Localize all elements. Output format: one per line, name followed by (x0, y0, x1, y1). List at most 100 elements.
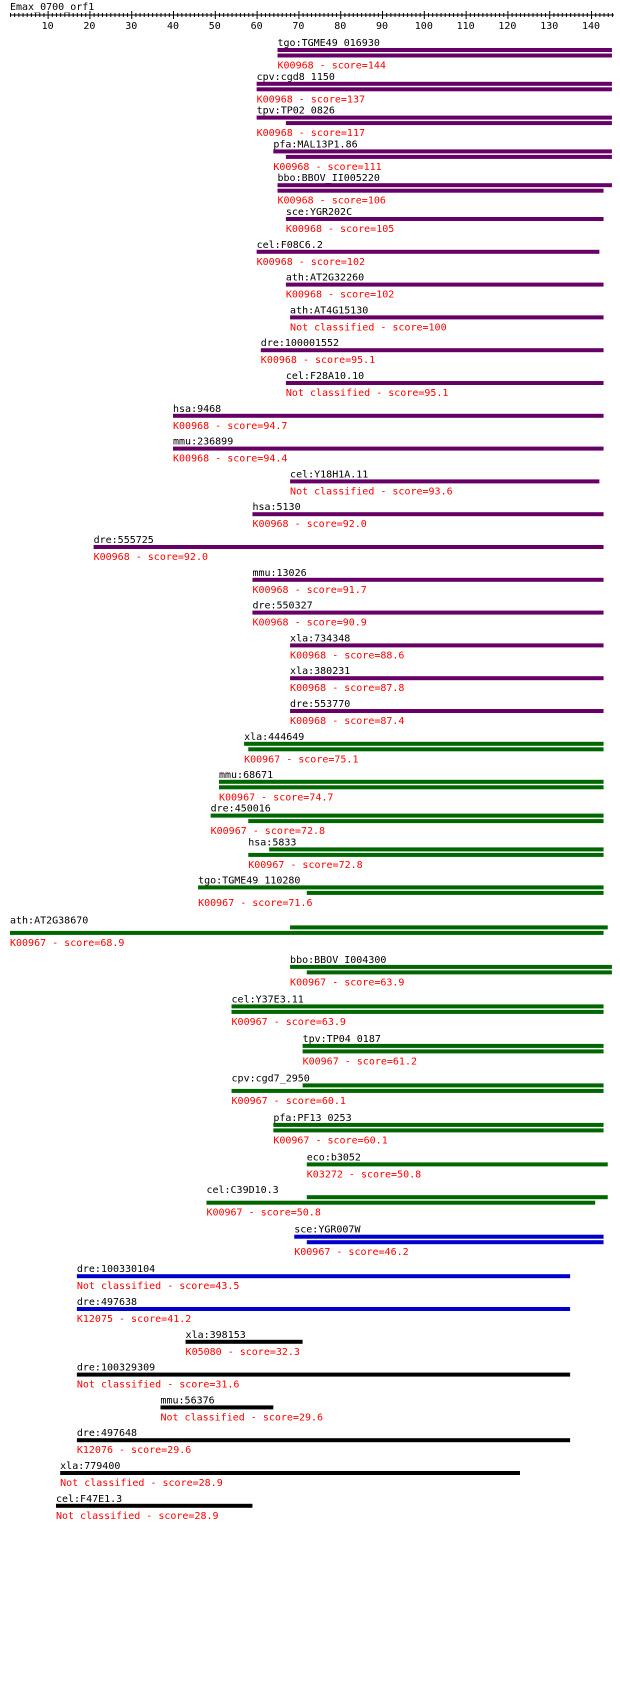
hit-entry[interactable]: mmu:56376 Not classified - score=29.6 (160, 1395, 323, 1423)
hit-gene-id[interactable]: dre:497648 (77, 1428, 137, 1439)
hit-entry[interactable]: xla:734348 K00968 - score=88.6 (290, 633, 604, 661)
hit-alignment-bar[interactable] (252, 610, 604, 615)
hit-alignment-bar[interactable] (231, 1004, 604, 1009)
hit-alignment-bar[interactable] (248, 852, 604, 857)
hit-gene-id[interactable]: cel:F47E1.3 (56, 1494, 122, 1505)
hit-entry[interactable]: dre:497638 K12075 - score=41.2 (76, 1297, 571, 1325)
hit-gene-id[interactable]: ath:AT4G15130 (290, 305, 368, 316)
hit-gene-id[interactable]: cel:Y18H1A.11 (290, 469, 368, 480)
hit-gene-id[interactable]: dre:100329309 (77, 1363, 155, 1374)
hit-ko-score[interactable]: Not classified - score=43.5 (77, 1281, 240, 1292)
hit-alignment-bar[interactable] (306, 1240, 604, 1245)
hit-entry[interactable]: cpv:cgd8_1150 K00968 - score=137 (256, 72, 612, 106)
hit-alignment-bar[interactable] (273, 149, 612, 154)
hit-alignment-bar[interactable] (306, 890, 604, 895)
hit-alignment-bar[interactable] (290, 676, 604, 681)
hit-alignment-bar[interactable] (219, 779, 604, 784)
hit-gene-id[interactable]: hsa:5833 (248, 837, 296, 848)
hit-ko-score[interactable]: Not classified - score=100 (290, 322, 447, 333)
hit-gene-id[interactable]: sce:YGR007W (294, 1225, 361, 1236)
hit-alignment-bar[interactable] (248, 747, 604, 752)
hit-gene-id[interactable]: pfa:PF13_0253 (273, 1113, 351, 1124)
hit-entry[interactable]: pfa:MAL13P1.86 K00968 - score=111 (273, 139, 612, 173)
hit-entry[interactable]: sce:YGR202C K00968 - score=105 (285, 207, 604, 235)
hit-entry[interactable]: mmu:68671 K00967 - score=74.7 (219, 770, 604, 804)
hit-entry[interactable]: cel:Y37E3.11 K00967 - score=63.9 (231, 994, 604, 1028)
hit-alignment-bar[interactable] (260, 348, 604, 353)
hit-alignment-bar[interactable] (256, 87, 612, 92)
hit-ko-score[interactable]: K00968 - score=144 (278, 61, 386, 72)
hit-entry[interactable]: xla:398153 K05080 - score=32.3 (185, 1330, 303, 1358)
hit-ko-score[interactable]: K00968 - score=102 (286, 290, 394, 301)
hit-alignment-bar[interactable] (160, 1405, 274, 1410)
hit-ko-score[interactable]: K12076 - score=29.6 (77, 1445, 191, 1456)
hit-entry[interactable]: tgo:TGME49_016930 K00968 - score=144 (277, 38, 612, 72)
hit-ko-score[interactable]: K00967 - score=71.6 (198, 898, 312, 909)
hit-gene-id[interactable]: bbo:BBOV_I004300 (290, 955, 386, 966)
hit-gene-id[interactable]: cpv:cgd8_1150 (257, 72, 335, 83)
hit-alignment-bar[interactable] (244, 741, 604, 746)
hit-gene-id[interactable]: dre:100330104 (77, 1264, 155, 1275)
hit-ko-score[interactable]: Not classified - score=28.9 (60, 1478, 223, 1489)
hit-alignment-bar[interactable] (185, 1339, 303, 1344)
hit-entry[interactable]: xla:444649 K00967 - score=75.1 (244, 732, 604, 766)
hit-ko-score[interactable]: K03272 - score=50.8 (307, 1169, 421, 1180)
hit-ko-score[interactable]: K00967 - score=63.9 (290, 977, 404, 988)
hit-ko-score[interactable]: K00968 - score=106 (278, 196, 386, 207)
hit-alignment-bar[interactable] (248, 819, 604, 824)
hit-alignment-bar[interactable] (277, 48, 612, 52)
hit-entry[interactable]: tgo:TGME49_110280 K00967 - score=71.6 (198, 875, 604, 909)
hit-ko-score[interactable]: K00968 - score=102 (257, 257, 365, 268)
hit-gene-id[interactable]: tgo:TGME49_016930 (278, 38, 380, 49)
hit-alignment-bar[interactable] (252, 512, 604, 517)
hit-alignment-bar[interactable] (219, 785, 604, 790)
hit-alignment-bar[interactable] (55, 1503, 253, 1508)
hit-alignment-bar[interactable] (173, 446, 604, 451)
hit-ko-score[interactable]: K00968 - score=92.0 (94, 552, 208, 563)
hit-alignment-bar[interactable] (210, 813, 604, 818)
hit-alignment-bar[interactable] (252, 577, 604, 582)
hit-entry[interactable]: dre:497648 K12076 - score=29.6 (76, 1428, 571, 1456)
hit-alignment-bar[interactable] (285, 381, 604, 385)
hit-alignment-bar[interactable] (76, 1438, 571, 1443)
hit-gene-id[interactable]: ath:AT2G38670 (10, 915, 88, 926)
hit-entry[interactable]: cpv:cgd7_2950 K00967 - score=60.1 (231, 1073, 604, 1107)
hit-gene-id[interactable]: cel:C39D10.3 (206, 1185, 278, 1196)
hit-alignment-bar[interactable] (256, 115, 612, 120)
hit-ko-score[interactable]: K00967 - score=72.8 (211, 826, 325, 837)
hit-alignment-bar[interactable] (285, 121, 612, 126)
hit-entry[interactable]: bbo:BBOV_II005220 K00968 - score=106 (277, 173, 612, 207)
hit-entry[interactable]: tpv:TP02_0826 K00968 - score=117 (256, 106, 612, 140)
hit-entry[interactable]: mmu:236899 K00968 - score=94.4 (173, 437, 604, 465)
hit-ko-score[interactable]: Not classified - score=95.1 (286, 388, 449, 399)
hit-alignment-bar[interactable] (269, 847, 604, 852)
hit-gene-id[interactable]: mmu:236899 (173, 437, 233, 448)
hit-gene-id[interactable]: xla:444649 (244, 732, 304, 743)
hit-entry[interactable]: xla:779400 Not classified - score=28.9 (60, 1461, 520, 1489)
hit-entry[interactable]: cel:F08C6.2 K00968 - score=102 (256, 240, 600, 268)
hit-gene-id[interactable]: pfa:MAL13P1.86 (273, 139, 357, 150)
hit-gene-id[interactable]: tpv:TP02_0826 (257, 106, 335, 117)
hit-alignment-bar[interactable] (277, 183, 612, 188)
hit-entry[interactable]: cel:Y18H1A.11 Not classified - score=93.6 (290, 469, 600, 497)
hit-gene-id[interactable]: sce:YGR202C (286, 207, 352, 218)
hit-gene-id[interactable]: cel:F28A10.10 (286, 371, 364, 382)
hit-ko-score[interactable]: K00968 - score=94.7 (173, 421, 287, 432)
hit-alignment-bar[interactable] (306, 1162, 608, 1167)
hit-alignment-bar[interactable] (285, 154, 612, 159)
hit-alignment-bar[interactable] (93, 545, 604, 549)
hit-entry[interactable]: dre:100329309 Not classified - score=31.6 (76, 1363, 571, 1391)
hit-entry[interactable]: bbo:BBOV_I004300 K00967 - score=63.9 (290, 955, 612, 989)
hit-entry[interactable]: hsa:5130 K00968 - score=92.0 (252, 502, 604, 530)
hit-entry[interactable]: dre:100001552 K00968 - score=95.1 (260, 338, 604, 366)
hit-alignment-bar[interactable] (256, 249, 600, 254)
hit-alignment-bar[interactable] (256, 81, 612, 86)
hit-entry[interactable]: pfa:PF13_0253 K00967 - score=60.1 (273, 1113, 604, 1147)
hit-gene-id[interactable]: cpv:cgd7_2950 (232, 1073, 310, 1084)
hit-alignment-bar[interactable] (76, 1274, 571, 1279)
hit-entry[interactable]: xla:380231 K00968 - score=87.8 (290, 666, 604, 694)
hit-alignment-bar[interactable] (302, 1043, 604, 1048)
hit-gene-id[interactable]: cel:F08C6.2 (257, 240, 323, 251)
hit-entry[interactable]: ath:AT2G32260 K00968 - score=102 (285, 273, 604, 301)
hit-ko-score[interactable]: K00968 - score=90.9 (252, 618, 366, 629)
